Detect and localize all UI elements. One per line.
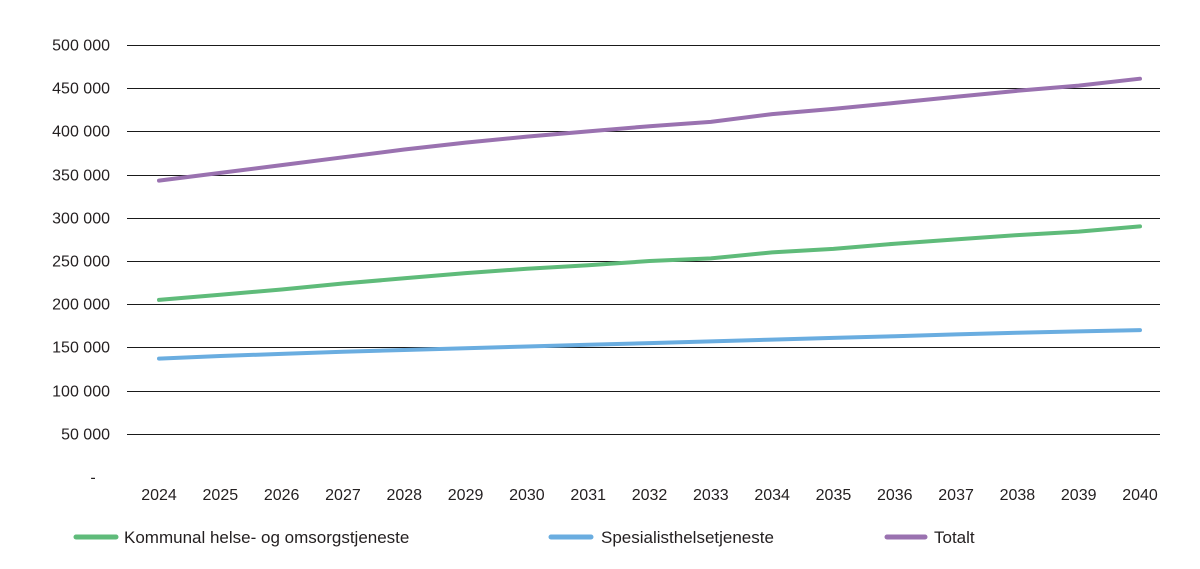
series-line-3 bbox=[157, 76, 1142, 183]
x-tick-label: 2029 bbox=[448, 487, 484, 504]
series-line-2 bbox=[157, 328, 1142, 361]
series-line-1 bbox=[157, 224, 1142, 302]
x-tick-label: 2036 bbox=[877, 487, 913, 504]
x-tick-label: 2033 bbox=[693, 487, 729, 504]
legend-label: Totalt bbox=[934, 528, 975, 547]
legend: Kommunal helse- og omsorgstjeneste Spesia… bbox=[73, 528, 975, 547]
x-tick-label: 2025 bbox=[203, 487, 239, 504]
y-tick-label: 100 000 bbox=[52, 384, 110, 401]
gridlines bbox=[127, 45, 1160, 435]
y-tick-label: 450 000 bbox=[52, 81, 110, 98]
legend-label: Kommunal helse- og omsorgstjeneste bbox=[124, 528, 409, 547]
y-tick-label: 350 000 bbox=[52, 168, 110, 185]
x-tick-label: 2026 bbox=[264, 487, 300, 504]
y-axis-tick-labels: - 50 000 100 000 150 000 200 000 250 000 300 0… bbox=[52, 38, 110, 487]
x-tick-label: 2031 bbox=[570, 487, 606, 504]
series-lines bbox=[157, 76, 1142, 361]
x-tick-label: 2032 bbox=[632, 487, 668, 504]
y-tick-label: 400 000 bbox=[52, 124, 110, 141]
x-tick-label: 2027 bbox=[325, 487, 361, 504]
x-axis-tick-labels: 2024 2025 2026 2027 2028 2029 2030 2031 2032 2033… bbox=[141, 487, 1158, 504]
legend-label: Spesialisthelsetjeneste bbox=[601, 528, 774, 547]
y-tick-label: 300 000 bbox=[52, 211, 110, 228]
y-tick-label: 150 000 bbox=[52, 340, 110, 357]
y-tick-label: - bbox=[90, 470, 95, 487]
x-tick-label: 2040 bbox=[1122, 487, 1158, 504]
x-tick-label: 2037 bbox=[938, 487, 974, 504]
x-tick-label: 2039 bbox=[1061, 487, 1097, 504]
x-tick-label: 2030 bbox=[509, 487, 545, 504]
x-tick-label: 2024 bbox=[141, 487, 177, 504]
x-tick-label: 2038 bbox=[1000, 487, 1036, 504]
x-tick-label: 2035 bbox=[816, 487, 852, 504]
y-tick-label: 200 000 bbox=[52, 297, 110, 314]
y-tick-label: 50 000 bbox=[61, 427, 110, 444]
y-tick-label: 500 000 bbox=[52, 38, 110, 55]
x-tick-label: 2028 bbox=[386, 487, 422, 504]
y-tick-label: 250 000 bbox=[52, 254, 110, 271]
x-tick-label: 2034 bbox=[754, 487, 790, 504]
